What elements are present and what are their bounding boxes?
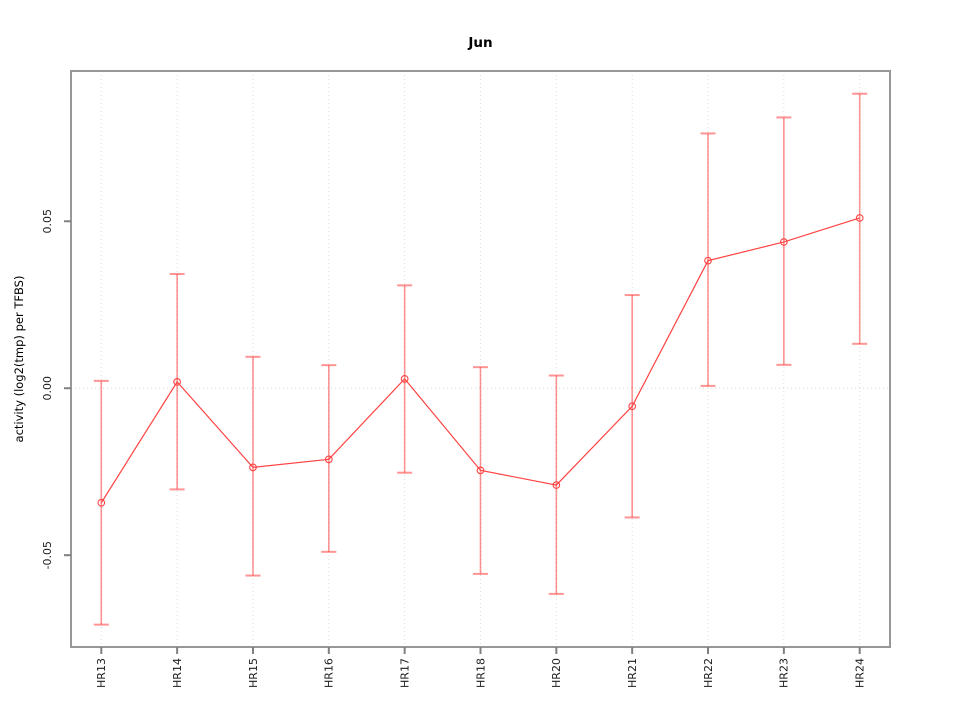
x-tick-label: HR14 xyxy=(171,658,184,688)
x-tick-label: HR18 xyxy=(474,658,487,688)
x-tick-label: HR24 xyxy=(854,658,867,688)
data-point xyxy=(249,463,257,472)
x-tick-label: HR23 xyxy=(778,658,791,688)
y-tick-label: 0.05 xyxy=(41,209,54,234)
x-tick-label: HR15 xyxy=(247,658,260,688)
x-tick-label: HR17 xyxy=(399,658,412,688)
x-tick-label: HR13 xyxy=(95,658,108,688)
x-tick-label: HR21 xyxy=(626,658,639,688)
data-point xyxy=(476,466,485,475)
data-point xyxy=(704,256,712,265)
x-tick-label: HR20 xyxy=(550,658,563,688)
x-tick-label: HR22 xyxy=(702,658,715,688)
data-point xyxy=(628,402,637,411)
data-point xyxy=(400,375,409,383)
data-point xyxy=(780,238,788,246)
data-point xyxy=(173,378,181,386)
chart-title: Jun xyxy=(468,35,493,51)
y-axis-label: activity (log2(tmp) per TFBS) xyxy=(12,275,26,443)
data-point xyxy=(97,498,106,507)
y-tick-label: -0.05 xyxy=(41,541,54,569)
data-point xyxy=(324,455,333,464)
x-tick-label: HR16 xyxy=(323,658,336,688)
y-tick-label: 0.00 xyxy=(41,376,54,401)
data-point xyxy=(552,481,561,489)
series-line xyxy=(100,217,860,504)
data-point xyxy=(855,214,864,222)
